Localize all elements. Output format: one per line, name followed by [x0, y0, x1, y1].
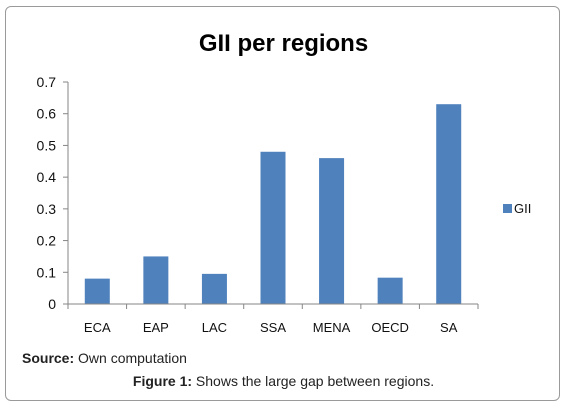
bars: [84, 104, 462, 304]
bar-eca: [84, 278, 110, 304]
bar-eap: [143, 256, 169, 304]
legend-swatch: [503, 204, 512, 213]
legend: GII: [503, 201, 531, 216]
y-tick-label: 0.6: [37, 106, 57, 122]
y-tick-label: 0.2: [37, 233, 57, 249]
x-tick-label: SA: [440, 320, 458, 335]
x-tick-label: SSA: [260, 320, 286, 335]
x-tick-label: LAC: [202, 320, 227, 335]
y-tick-label: 0.4: [37, 169, 57, 185]
source-note: Source: Own computation: [22, 350, 187, 366]
x-axis: ECA EAP LAC SSA MENA OECD SA: [67, 303, 479, 335]
source-label: Source:: [22, 350, 75, 366]
bar-ssa: [260, 151, 286, 304]
bar-lac: [201, 273, 227, 304]
caption-text: Shows the large gap between regions.: [195, 373, 435, 389]
y-tick-label: 0: [48, 296, 56, 312]
y-tick-label: 0.5: [37, 137, 57, 153]
x-tick-label: EAP: [143, 320, 169, 335]
x-tick-label: OECD: [371, 320, 409, 335]
figure-caption: Figure 1: Shows the large gap between re…: [0, 373, 567, 389]
x-tick-label: MENA: [313, 320, 351, 335]
source-text: Own computation: [78, 350, 187, 366]
caption-label: Figure 1:: [132, 373, 193, 389]
chart-title: GII per regions: [198, 30, 369, 57]
bar-oecd: [377, 277, 403, 304]
bar-mena: [319, 158, 345, 304]
y-tick-label: 0.1: [37, 264, 57, 280]
x-tick-label: ECA: [84, 320, 111, 335]
y-axis: 0 0.1 0.2 0.3 0.4 0.5 0.6 0.7: [37, 74, 69, 312]
bar-sa: [436, 104, 462, 304]
y-tick-label: 0.7: [37, 74, 57, 90]
y-tick-label: 0.3: [37, 201, 57, 217]
legend-label: GII: [514, 201, 531, 216]
